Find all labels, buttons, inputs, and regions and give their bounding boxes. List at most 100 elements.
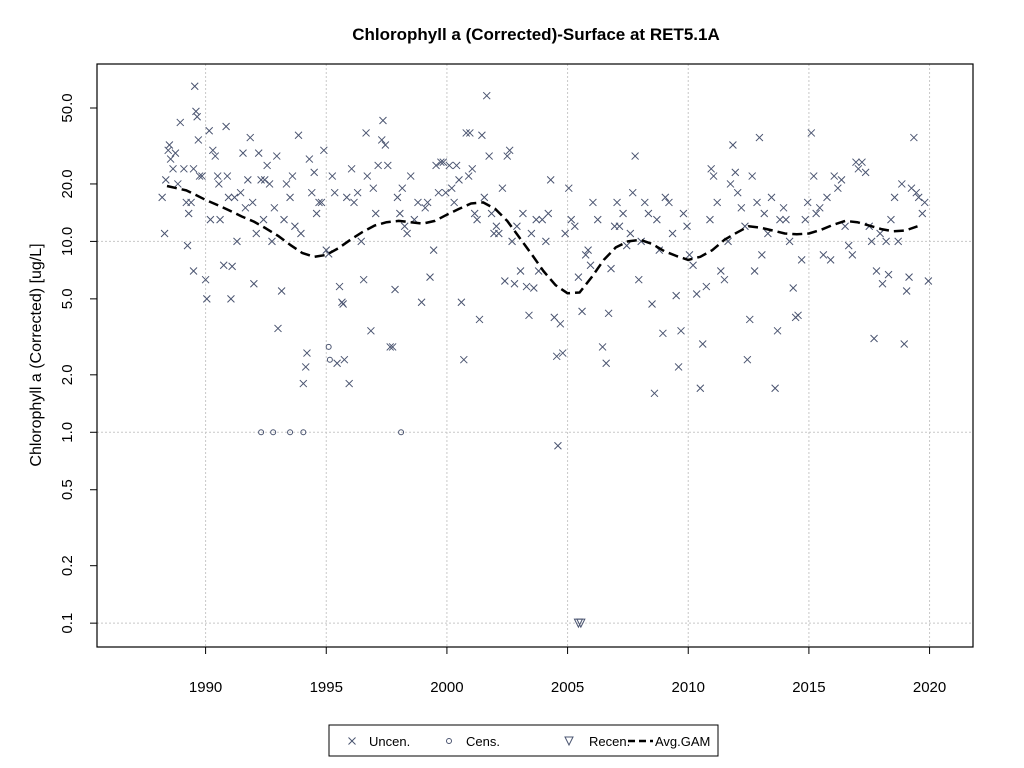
plot-area-frame <box>96 63 974 648</box>
data-point-censored <box>398 429 405 436</box>
data-point-uncensored <box>426 273 434 281</box>
data-point-uncensored <box>508 237 516 246</box>
data-point-uncensored <box>876 229 884 238</box>
data-point-uncensored <box>634 275 643 284</box>
data-point-uncensored <box>475 315 484 324</box>
data-point-uncensored <box>731 168 740 177</box>
data-point-uncensored <box>574 273 583 281</box>
data-point-uncensored <box>447 184 456 193</box>
data-point-uncensored <box>870 334 878 343</box>
data-point-uncensored <box>823 193 831 202</box>
data-point-uncensored <box>505 146 514 155</box>
data-point-uncensored <box>513 222 521 231</box>
data-point-uncensored <box>391 285 399 294</box>
data-point-uncensored <box>920 198 929 207</box>
data-point-uncensored <box>677 326 685 335</box>
legend-item: Recen. <box>564 734 630 749</box>
data-point-uncensored <box>158 193 167 202</box>
data-point-uncensored <box>470 209 479 218</box>
data-point-uncensored <box>558 349 567 357</box>
data-point-uncensored <box>165 141 174 149</box>
axes <box>96 63 974 648</box>
data-point-uncensored <box>216 215 224 224</box>
legend-triangle-marker <box>564 736 574 747</box>
data-point-uncensored <box>241 203 250 212</box>
data-point-uncensored <box>867 237 876 246</box>
grid-lines <box>97 64 973 647</box>
data-point-uncensored <box>544 209 553 218</box>
data-point-uncensored <box>619 209 627 218</box>
data-point-censored <box>326 356 333 363</box>
data-point-uncensored <box>861 168 870 177</box>
data-point-uncensored <box>480 193 489 202</box>
data-point-uncensored <box>482 91 491 100</box>
data-point-uncensored <box>239 149 247 157</box>
data-point-uncensored <box>516 267 525 275</box>
data-point-uncensored <box>841 222 849 231</box>
data-point-uncensored <box>672 291 681 300</box>
data-point-uncensored <box>852 158 860 167</box>
data-point-uncensored <box>771 384 779 393</box>
data-point-uncensored <box>227 295 235 303</box>
data-point-uncensored <box>330 188 339 197</box>
data-point-uncensored <box>801 215 810 224</box>
data-point-uncensored <box>386 343 395 351</box>
data-point-uncensored <box>918 209 927 218</box>
data-point-uncensored <box>208 146 217 155</box>
data-point-uncensored <box>223 172 232 180</box>
data-point-uncensored <box>379 116 387 125</box>
data-point-uncensored <box>377 136 386 144</box>
data-point-recensored <box>576 618 586 629</box>
data-point-uncensored <box>445 161 454 170</box>
data-point-uncensored <box>381 141 390 149</box>
y-tick-label: 2.0 <box>59 364 76 385</box>
data-point-uncensored <box>797 256 806 264</box>
data-point-uncensored <box>363 172 372 180</box>
data-point-uncensored <box>303 349 311 357</box>
data-point-uncensored <box>228 262 236 271</box>
data-point-uncensored <box>776 215 784 224</box>
data-point-uncensored <box>459 355 468 364</box>
data-point-uncensored <box>665 198 673 207</box>
data-point-uncensored <box>383 161 392 170</box>
data-point-uncensored <box>755 133 764 142</box>
data-point-uncensored <box>340 355 349 364</box>
data-point-uncensored <box>519 209 527 218</box>
legend-item: Avg.GAM <box>628 734 710 749</box>
x-tick-label: 1990 <box>189 679 222 696</box>
data-point-uncensored <box>554 441 562 450</box>
legend: Uncen. Cens. Recen. Avg.GAM <box>328 724 719 757</box>
data-point-uncensored <box>301 363 310 371</box>
data-point-censored <box>300 429 307 436</box>
x-tick-label: 2010 <box>672 679 705 696</box>
data-point-uncensored <box>532 215 541 224</box>
data-point-uncensored <box>473 215 481 224</box>
data-point-uncensored <box>716 267 725 275</box>
x-tick-label: 2015 <box>792 679 825 696</box>
data-point-uncensored <box>455 176 463 184</box>
legend-label: Uncen. <box>369 734 410 749</box>
data-point-uncensored <box>457 298 466 307</box>
data-point-uncensored <box>205 126 214 135</box>
data-point-uncensored <box>388 343 397 351</box>
data-point-uncensored <box>726 180 735 188</box>
data-point-uncensored <box>615 222 624 231</box>
data-point-uncensored <box>452 161 461 170</box>
data-point-uncensored <box>169 164 177 173</box>
data-point-uncensored <box>522 282 531 291</box>
data-point-uncensored <box>757 251 766 259</box>
data-point-uncensored <box>837 176 846 184</box>
data-point-uncensored <box>362 129 370 137</box>
data-point-uncensored <box>347 164 356 173</box>
data-point-uncensored <box>173 180 182 188</box>
data-point-uncensored <box>260 176 269 184</box>
data-point-uncensored <box>707 164 716 173</box>
data-point-uncensored <box>529 284 538 292</box>
data-point-censored <box>325 343 332 350</box>
data-point-uncensored <box>187 198 195 207</box>
data-point-uncensored <box>542 237 550 246</box>
data-point-uncensored <box>202 295 211 303</box>
data-point-uncensored <box>213 172 222 180</box>
data-point-uncensored <box>265 180 274 188</box>
